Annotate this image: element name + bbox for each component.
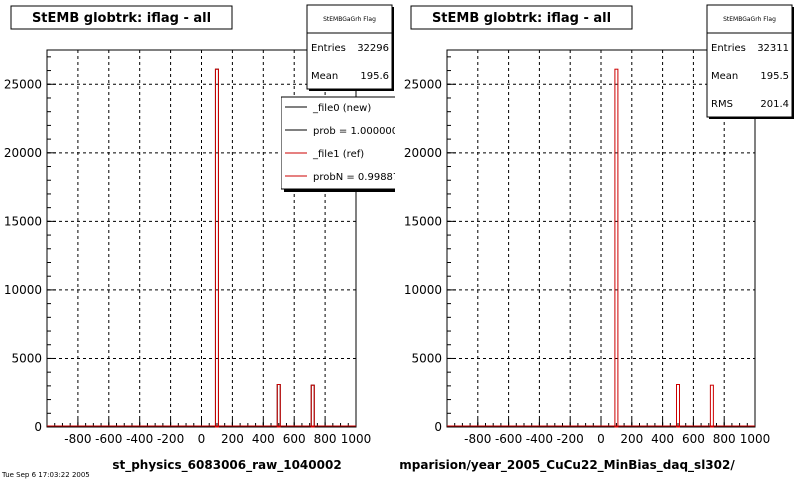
stats-header: StEMBGaGrh Flag xyxy=(323,16,376,23)
y-tick-label: 10000 xyxy=(4,283,42,297)
x-tick-label: 600 xyxy=(682,432,705,446)
x-axis-label: mparision/year_2005_CuCu22_MinBias_daq_s… xyxy=(399,458,735,473)
stats-label: Entries xyxy=(711,43,746,54)
x-tick-label: 200 xyxy=(221,432,244,446)
x-tick-label: 0 xyxy=(597,432,605,446)
y-tick-label: 0 xyxy=(34,420,42,434)
y-tick-label: 5000 xyxy=(11,351,42,365)
stats-value: 195.6 xyxy=(360,71,389,82)
y-tick-label: 15000 xyxy=(404,214,442,228)
y-tick-label: 5000 xyxy=(411,351,442,365)
stats-label: Mean xyxy=(311,71,338,82)
x-tick-label: 400 xyxy=(651,432,674,446)
x-tick-label: 600 xyxy=(283,432,306,446)
legend-box xyxy=(281,96,395,190)
histogram-bar xyxy=(276,384,281,428)
histogram-bar xyxy=(614,68,619,428)
chart-title: StEMB globtrk: iflag - all xyxy=(32,11,211,26)
legend-label: _file0 (new) xyxy=(312,103,371,114)
y-tick-label: 20000 xyxy=(4,146,42,160)
legend-label: probN = 0.99887 xyxy=(313,172,399,183)
y-tick-label: 15000 xyxy=(4,214,42,228)
x-tick-label: 800 xyxy=(713,432,736,446)
y-tick-label: 0 xyxy=(434,420,442,434)
x-tick-label: 800 xyxy=(314,432,337,446)
stats-box xyxy=(706,4,793,118)
footer-timestamp: Tue Sep 6 17:03:22 2005 xyxy=(1,471,90,479)
stats-label: RMS xyxy=(711,99,733,110)
x-tick-label: -600 xyxy=(495,432,522,446)
chart-panel-1: -800 -600 -400 -200 0 200 400 600 800 10000500010… xyxy=(4,4,399,473)
x-tick-label: 1000 xyxy=(341,432,372,446)
chart-panel-2: -800 -600 -400 -200 0 200 400 600 800 10000500010… xyxy=(399,4,794,473)
histogram-bar xyxy=(676,384,680,428)
stats-header: StEMBGaGrh Flag xyxy=(723,16,776,23)
stats-label: Mean xyxy=(711,71,738,82)
title-box xyxy=(10,5,233,30)
y-tick-label: 10000 xyxy=(404,283,442,297)
x-tick-label: -800 xyxy=(64,432,91,446)
y-tick-label: 20000 xyxy=(404,146,442,160)
title-box xyxy=(410,5,633,30)
x-tick-label: -200 xyxy=(557,432,584,446)
x-tick-label: -600 xyxy=(95,432,122,446)
stats-value: 201.4 xyxy=(760,99,789,110)
stats-box xyxy=(306,4,393,90)
x-tick-label: 1000 xyxy=(740,432,771,446)
legend: _file0 (new) prob = 1.000000 _file1 (ref) p… xyxy=(281,96,399,192)
x-tick-label: 400 xyxy=(252,432,275,446)
x-tick-label: -200 xyxy=(157,432,184,446)
x-tick-label: -800 xyxy=(464,432,491,446)
stats-value: 32311 xyxy=(757,43,789,54)
x-tick-label: 200 xyxy=(620,432,643,446)
x-tick-label: 0 xyxy=(198,432,206,446)
stats-value: 195.5 xyxy=(760,71,789,82)
x-tick-label: -400 xyxy=(126,432,153,446)
stats-value: 32296 xyxy=(357,43,389,54)
x-axis-label: st_physics_6083006_raw_1040002 xyxy=(112,458,341,473)
histogram-bar xyxy=(310,384,315,428)
legend-label: prob = 1.000000 xyxy=(313,126,398,137)
x-tick-label: -400 xyxy=(526,432,553,446)
histogram-bar xyxy=(709,384,714,428)
y-tick-label: 25000 xyxy=(4,77,42,91)
chart-title: StEMB globtrk: iflag - all xyxy=(432,11,611,26)
y-tick-label: 25000 xyxy=(404,77,442,91)
histogram-bar xyxy=(214,68,219,428)
stats-label: Entries xyxy=(311,43,346,54)
legend-label: _file1 (ref) xyxy=(312,149,364,160)
